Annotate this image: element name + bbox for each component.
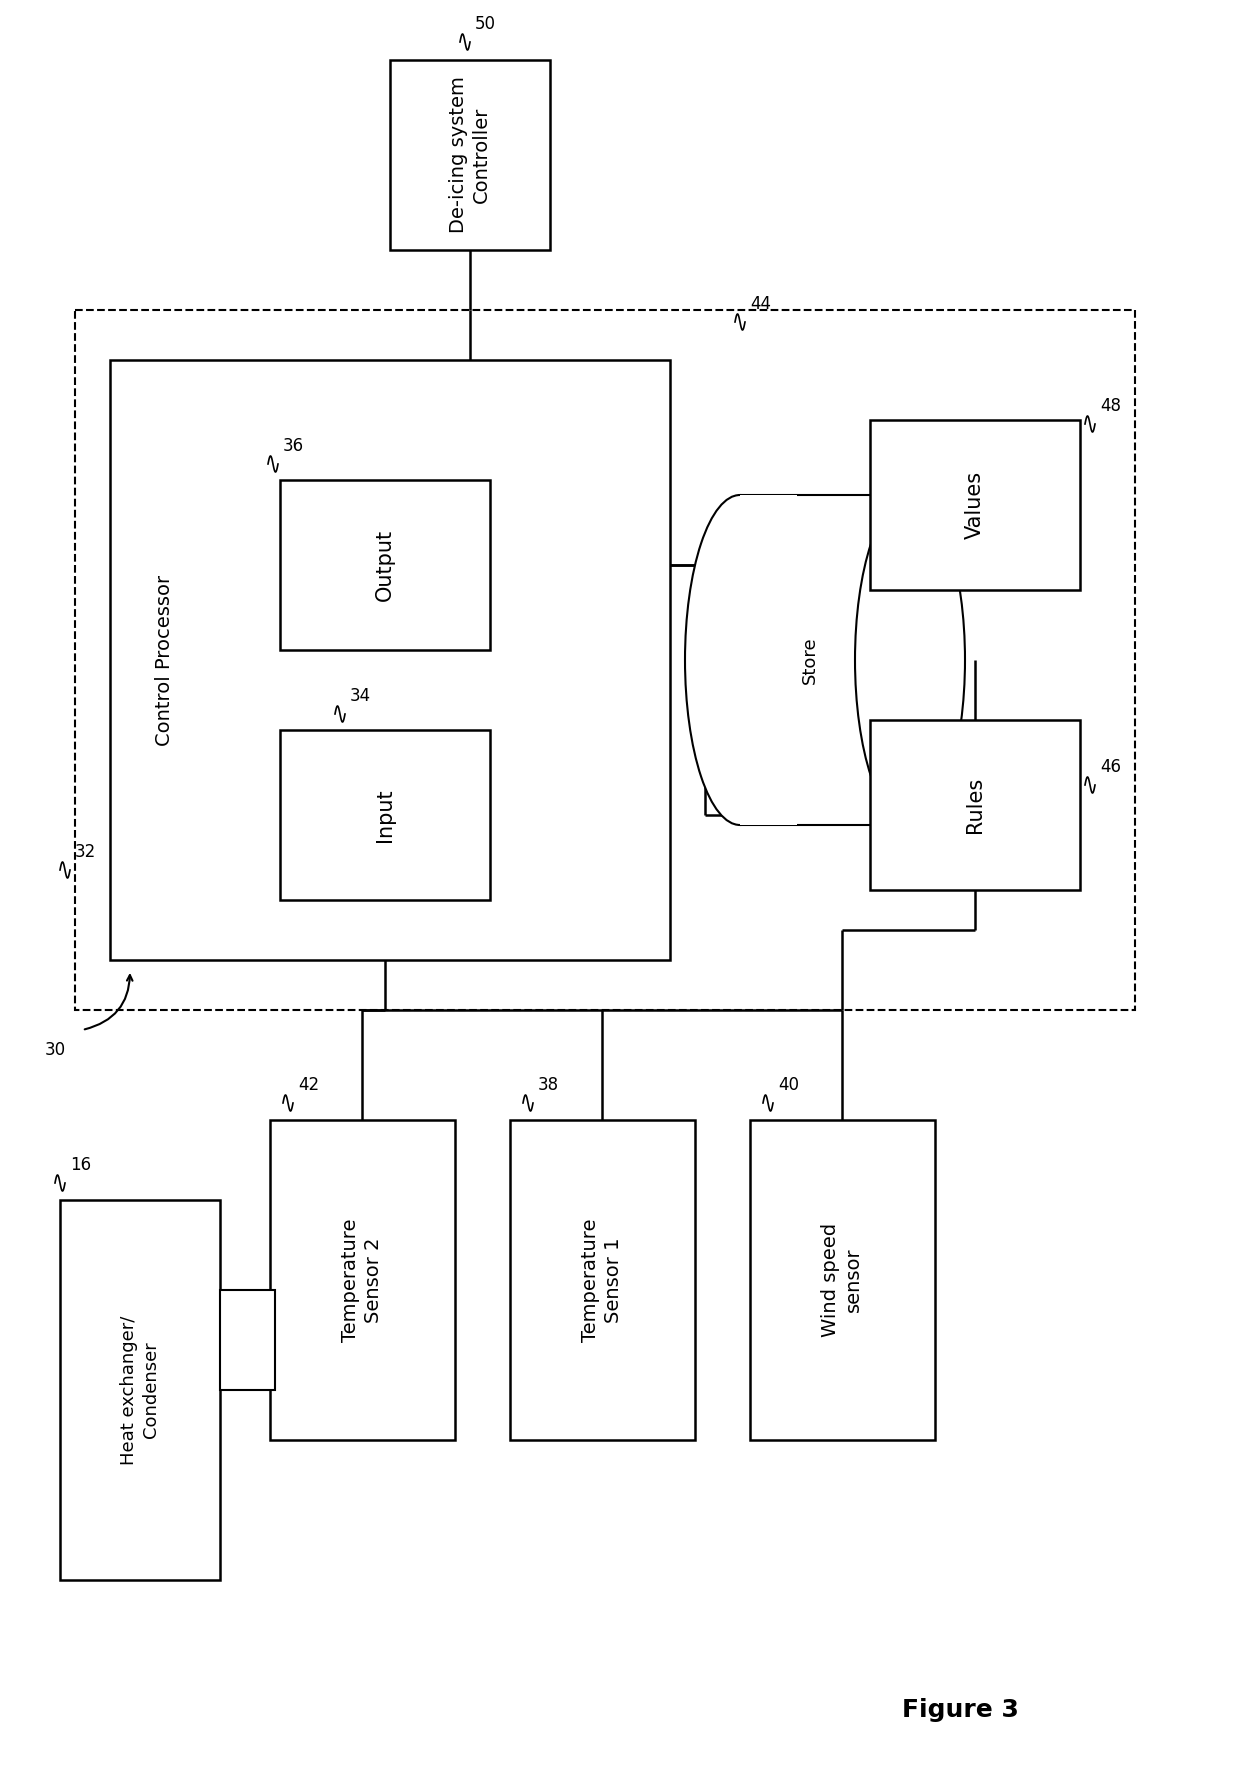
Text: 44: 44	[750, 296, 771, 314]
Text: 36: 36	[283, 437, 304, 455]
Text: Figure 3: Figure 3	[901, 1699, 1018, 1722]
Text: 46: 46	[1100, 758, 1121, 776]
Text: Temperature
Sensor 2: Temperature Sensor 2	[341, 1219, 383, 1342]
Text: Temperature
Sensor 1: Temperature Sensor 1	[580, 1219, 624, 1342]
Ellipse shape	[856, 495, 965, 824]
Bar	[740, 495, 910, 824]
Text: 32: 32	[74, 842, 97, 860]
Bar	[280, 480, 490, 650]
Bar	[740, 495, 797, 824]
Bar	[270, 1120, 455, 1441]
Bar	[219, 1290, 275, 1391]
Text: Heat exchanger/
Condenser: Heat exchanger/ Condenser	[120, 1315, 160, 1464]
Bar	[870, 419, 1080, 590]
Text: Rules: Rules	[965, 778, 985, 833]
Bar	[110, 360, 670, 961]
Bar	[870, 720, 1080, 891]
Text: 40: 40	[777, 1075, 799, 1093]
Text: 48: 48	[1100, 398, 1121, 416]
Bar	[74, 310, 1135, 1011]
Text: 38: 38	[538, 1075, 559, 1093]
Text: 34: 34	[350, 686, 371, 704]
Text: Values: Values	[965, 471, 985, 539]
Text: 50: 50	[475, 14, 496, 32]
Text: De-icing system
Controller: De-icing system Controller	[449, 77, 491, 233]
Text: 16: 16	[69, 1156, 91, 1174]
Text: Control Processor: Control Processor	[155, 575, 175, 745]
Text: 42: 42	[298, 1075, 319, 1093]
Bar	[60, 1201, 219, 1581]
Ellipse shape	[684, 495, 795, 824]
Text: 30: 30	[45, 1041, 66, 1059]
Text: Store: Store	[801, 636, 818, 685]
Bar	[391, 59, 551, 251]
Bar	[510, 1120, 694, 1441]
Bar	[750, 1120, 935, 1441]
Text: Wind speed
sensor: Wind speed sensor	[821, 1222, 863, 1337]
Text: Input: Input	[374, 788, 396, 842]
Text: Output: Output	[374, 529, 396, 600]
Bar	[280, 729, 490, 900]
